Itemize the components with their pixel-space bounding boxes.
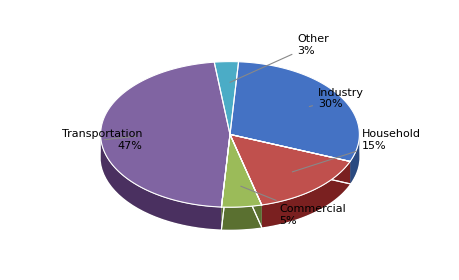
Ellipse shape	[101, 84, 358, 230]
Polygon shape	[214, 62, 238, 134]
Polygon shape	[349, 137, 358, 184]
Polygon shape	[101, 62, 230, 207]
Polygon shape	[221, 134, 261, 207]
Polygon shape	[230, 134, 349, 205]
Text: Transportation
47%: Transportation 47%	[62, 129, 142, 151]
Polygon shape	[261, 162, 349, 227]
Polygon shape	[230, 62, 358, 162]
Text: Commercial
5%: Commercial 5%	[240, 186, 345, 226]
Text: Other
3%: Other 3%	[230, 34, 328, 82]
Text: Industry
30%: Industry 30%	[308, 88, 363, 109]
Polygon shape	[221, 205, 261, 230]
Polygon shape	[101, 139, 221, 229]
Text: Household
15%: Household 15%	[291, 129, 420, 172]
